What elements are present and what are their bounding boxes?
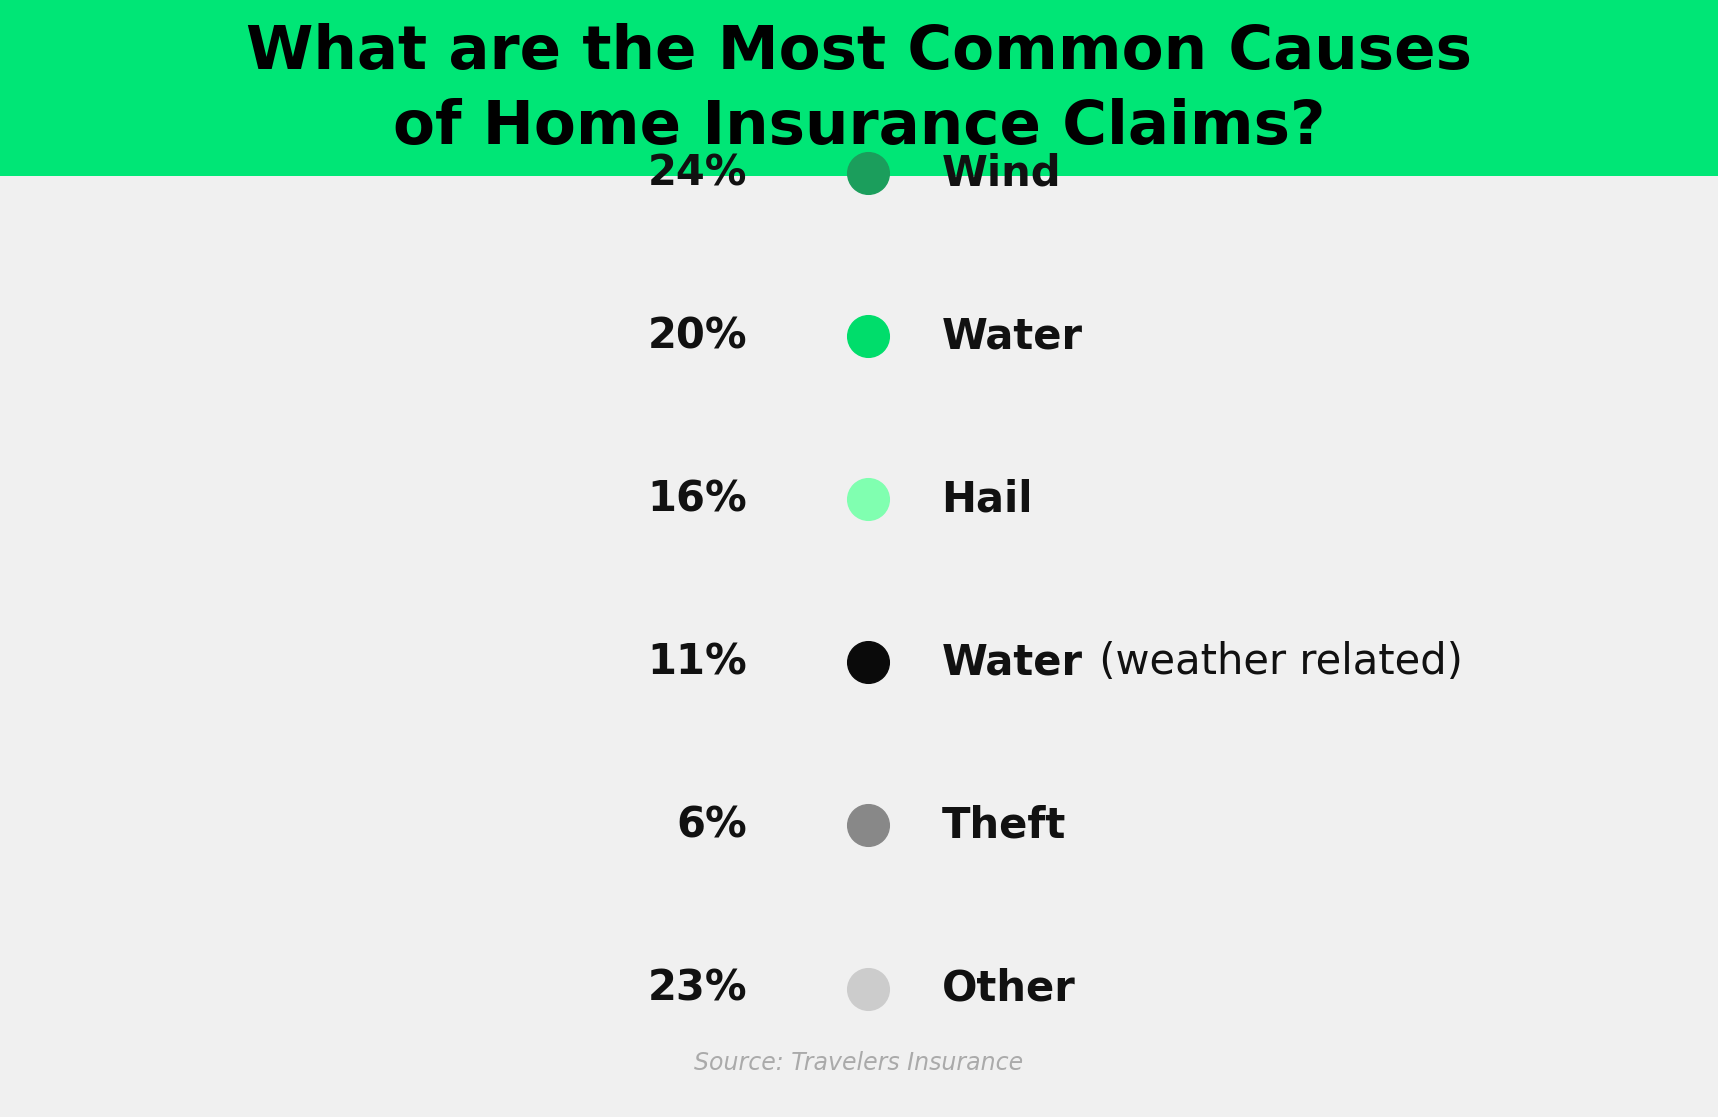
- Text: What are the Most Common Causes: What are the Most Common Causes: [246, 23, 1472, 83]
- Text: 11%: 11%: [648, 641, 747, 684]
- Text: of Home Insurance Claims?: of Home Insurance Claims?: [393, 97, 1325, 156]
- Text: Water: Water: [941, 641, 1082, 684]
- Text: Hail: Hail: [941, 478, 1033, 521]
- Text: Wind: Wind: [941, 152, 1062, 194]
- Text: Theft: Theft: [941, 804, 1065, 847]
- Text: Other: Other: [941, 967, 1075, 1010]
- Text: Water: Water: [941, 315, 1082, 357]
- Text: Source: Travelers Insurance: Source: Travelers Insurance: [694, 1051, 1024, 1076]
- Text: 24%: 24%: [648, 152, 747, 194]
- Text: 6%: 6%: [677, 804, 747, 847]
- Text: 20%: 20%: [648, 315, 747, 357]
- Text: 23%: 23%: [648, 967, 747, 1010]
- Text: (weather related): (weather related): [1086, 641, 1462, 684]
- Bar: [0, 0, 1718, 176]
- Text: 16%: 16%: [648, 478, 747, 521]
